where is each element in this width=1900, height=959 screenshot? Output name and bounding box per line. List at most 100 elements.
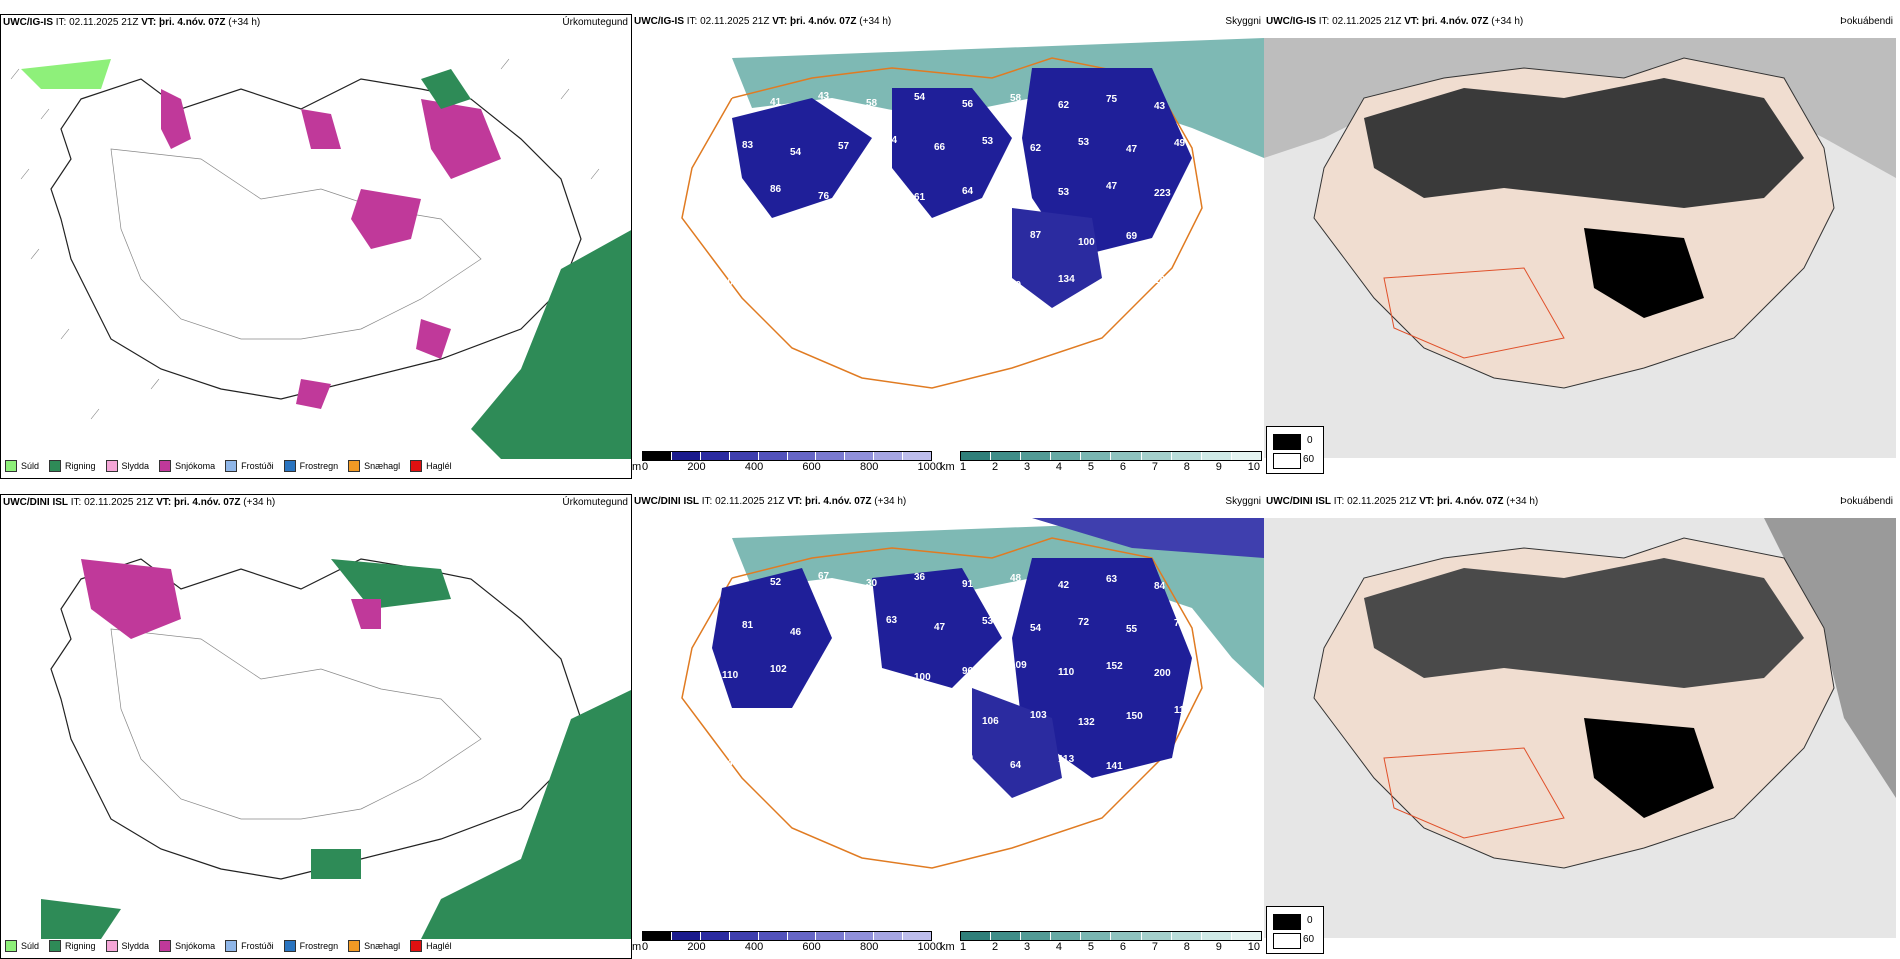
ceiling-visibility-panel-dini: UWC/DINI ISL IT: 02.11.2025 21Z VT: þri.… xyxy=(632,494,1264,959)
colorbar-segment xyxy=(671,932,701,940)
visibility-panel-title: Skyggni xyxy=(1225,16,1261,27)
colorbar-segment xyxy=(1111,452,1142,460)
ceiling-value-label: 68 xyxy=(722,190,734,201)
ceiling-unit: m xyxy=(632,941,642,953)
fog-map xyxy=(1264,38,1896,458)
ceiling-value-label: 94 xyxy=(866,665,878,676)
scale-tick-label: 9 xyxy=(1215,461,1222,473)
fog-legend: 0 60 xyxy=(1266,426,1324,474)
colorbar-segment xyxy=(1141,932,1172,940)
scale-tick-label: 2 xyxy=(991,941,999,953)
colorbar-segment xyxy=(787,932,817,940)
scale-tick-label: 7 xyxy=(1151,461,1158,473)
ceiling-value-label: 113 xyxy=(1058,754,1075,765)
colorbar-segment xyxy=(1231,932,1261,940)
legend-item: Snæhagl xyxy=(348,460,400,472)
colorbar-segment xyxy=(729,452,759,460)
colorbar-segment xyxy=(991,452,1022,460)
colorbar-segment xyxy=(1111,932,1142,940)
ceiling-value-label: 41 xyxy=(770,97,782,108)
legend-swatch-freezing-drizzle xyxy=(225,460,238,472)
ceiling-value-label: 62 xyxy=(1030,143,1042,154)
ceiling-value-label: 43 xyxy=(1154,101,1166,112)
ceiling-value-label: 102 xyxy=(770,664,787,675)
scale-tick-label: 800 xyxy=(859,941,879,953)
panel-header: UWC/IG-IS IT: 02.11.2025 21Z VT: þri. 4.… xyxy=(1266,16,1524,27)
scale-tick-label: 10 xyxy=(1247,941,1260,953)
ceiling-value-label: 63 xyxy=(886,615,898,626)
ceiling-value-label: 318 xyxy=(742,707,759,718)
ceiling-value-label: 136 xyxy=(742,327,759,338)
colorbar-segment xyxy=(1051,932,1082,940)
colorbar-segment xyxy=(700,932,730,940)
ceiling-value-label: 48 xyxy=(1010,180,1022,191)
scale-tick-label: 1 xyxy=(960,941,967,953)
legend-swatch-sleet xyxy=(105,940,118,952)
ceiling-value-label: 54 xyxy=(886,135,898,146)
ceiling-value-label: 121 xyxy=(818,758,835,769)
precip-type-panel-dini: UWC/DINI ISL IT: 02.11.2025 21Z VT: þri.… xyxy=(0,494,632,959)
precip-panel-title: Úrkomutegund xyxy=(562,497,628,508)
ceiling-value-label: 184 xyxy=(742,227,759,238)
scale-tick-label: 200 xyxy=(687,941,706,953)
colorbar-segment xyxy=(845,932,875,940)
colorbar-segment xyxy=(1201,932,1232,940)
ceiling-map: 44 41 43 58 54 56 58 62 75 43 83 54 57 54 66 53 62 53 47 49… xyxy=(681,38,1264,389)
scale-tick-label: 3 xyxy=(1023,941,1031,953)
legend-item: Snæhagl xyxy=(348,940,400,952)
colorbar-segment xyxy=(816,452,846,460)
ceiling-value-label: 47 xyxy=(934,622,946,633)
ceiling-value-label: 54 xyxy=(1030,623,1042,634)
precip-map xyxy=(10,58,631,459)
precip-legend: Súld Rigning Slydda Snjókoma Frostúði Fr… xyxy=(5,460,452,472)
ceiling-value-label: 132 xyxy=(1078,717,1095,728)
ceiling-value-label: 76 xyxy=(818,191,830,202)
legend-item: Snjókoma xyxy=(159,460,215,472)
scale-tick-label: 4 xyxy=(1055,941,1063,953)
ceiling-value-label: 117 xyxy=(770,271,787,282)
ceiling-value-label: 100 xyxy=(962,273,979,284)
ceiling-value-label: 203 xyxy=(866,752,883,763)
visibility-panel-title: Skyggni xyxy=(1225,496,1261,507)
colorbar-segment xyxy=(1171,932,1202,940)
legend-item: Haglél xyxy=(410,460,452,472)
ceiling-value-label: 72 xyxy=(914,279,926,290)
ceiling-ticks: 0 200 400 600 800 1000 xyxy=(642,461,942,473)
scale-tick-label: 800 xyxy=(859,461,879,473)
visibility-ticks: 1 2 3 4 5 6 7 8 9 10 xyxy=(960,461,1260,473)
colorbar-segment xyxy=(729,932,759,940)
legend-swatch-hail xyxy=(410,460,423,472)
ceiling-value-label: 58 xyxy=(1010,93,1022,104)
legend-swatch-drizzle xyxy=(5,940,17,952)
visibility-colorbar xyxy=(960,931,1262,941)
colorbar-segment xyxy=(845,452,875,460)
ceiling-colorbar xyxy=(642,451,932,461)
ceiling-value-label: 115 xyxy=(886,235,903,246)
visibility-ticks: 1 2 3 4 5 6 7 8 9 10 xyxy=(960,941,1260,953)
colorbar-segment xyxy=(1231,452,1261,460)
ceiling-value-label: 47 xyxy=(1106,181,1118,192)
ceiling-value-label: 67 xyxy=(818,571,830,582)
scale-tick-label: 6 xyxy=(1119,461,1126,473)
ceiling-visibility-panel-ig: UWC/IG-IS IT: 02.11.2025 21Z VT: þri. 4.… xyxy=(632,14,1264,479)
colorbar-segment xyxy=(816,932,846,940)
ceiling-value-label: 53 xyxy=(982,136,994,147)
scale-tick-label: 1000 xyxy=(917,461,942,473)
ceiling-value-label: 61 xyxy=(914,192,926,203)
ceiling-value-label: 83 xyxy=(742,140,754,151)
ceiling-labels-row2: 48 52 67 30 36 91 48 42 63 84 81 46 54 63 47 53 54 72 55 72… xyxy=(722,570,1191,772)
legend-item: Súld xyxy=(5,460,39,472)
panel-header: UWC/DINI ISL IT: 02.11.2025 21Z VT: þri.… xyxy=(634,496,907,507)
colorbar-segment xyxy=(874,932,904,940)
scale-tick-label: 5 xyxy=(1087,941,1094,953)
scale-tick-label: 600 xyxy=(802,461,821,473)
scale-tick-label: 400 xyxy=(744,461,764,473)
ceiling-visibility-scales: m 0 200 400 600 800 1000 km 1 2 3 4 5 6 7 8 9 10 xyxy=(632,451,1264,477)
precip-panel-title: Úrkomutegund xyxy=(562,17,628,28)
colorbar-segment xyxy=(643,932,672,940)
legend-swatch-rain xyxy=(49,940,62,952)
fog-swatch-high xyxy=(1273,453,1301,469)
visibility-unit: km xyxy=(940,461,955,473)
scale-tick-label: 1000 xyxy=(917,941,942,953)
scale-tick-label: 200 xyxy=(687,461,706,473)
